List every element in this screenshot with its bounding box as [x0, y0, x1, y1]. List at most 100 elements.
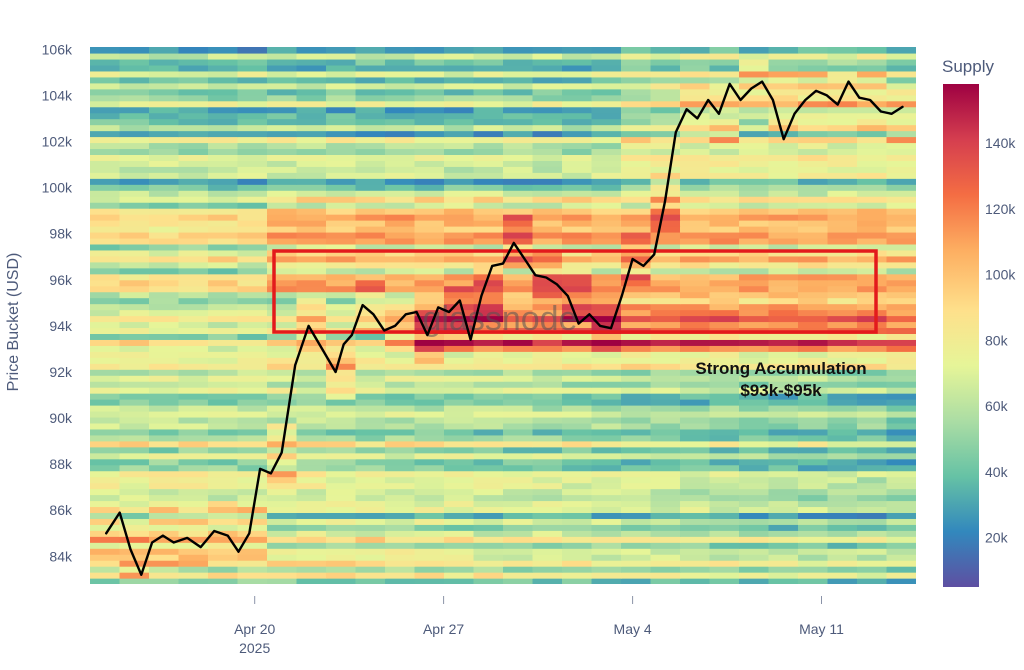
heatmap-cell — [90, 148, 121, 155]
heatmap-cell — [473, 297, 504, 305]
heatmap-cell — [886, 494, 916, 502]
heatmap-cell — [237, 536, 268, 543]
heatmap-cell — [798, 482, 829, 490]
heatmap-cell — [326, 524, 357, 531]
heatmap-cell — [296, 440, 327, 448]
heatmap-cell — [414, 446, 445, 454]
heatmap-cell — [650, 393, 681, 400]
heatmap-cell — [178, 47, 209, 54]
heatmap-cell — [296, 488, 327, 496]
heatmap-cell — [326, 142, 357, 150]
heatmap-cell — [768, 339, 799, 346]
heatmap-cell — [680, 434, 711, 442]
heatmap-cell — [355, 172, 386, 179]
heatmap-cell — [532, 70, 563, 78]
heatmap-cell — [591, 464, 622, 472]
heatmap-cell — [473, 47, 504, 54]
heatmap-cell — [562, 142, 593, 150]
heatmap-cell — [444, 554, 475, 561]
heatmap-cell — [650, 94, 681, 102]
heatmap-cell — [709, 273, 740, 281]
heatmap-cell — [326, 512, 357, 519]
heatmap-cell — [355, 255, 386, 263]
heatmap-cell — [532, 303, 563, 311]
heatmap-cell — [444, 220, 475, 227]
heatmap-cell — [886, 285, 916, 293]
heatmap-cell — [119, 542, 150, 549]
heatmap-cell — [414, 524, 445, 531]
heatmap-cell — [680, 237, 711, 245]
heatmap-cell — [385, 357, 416, 364]
heatmap-cell — [503, 285, 534, 293]
heatmap-cell — [768, 560, 799, 567]
heatmap-cell — [857, 94, 888, 102]
heatmap-cell — [267, 375, 298, 382]
heatmap-cell — [355, 405, 386, 412]
heatmap-cell — [827, 470, 858, 478]
heatmap-cell — [680, 351, 711, 358]
heatmap-cell — [473, 363, 504, 370]
heatmap-cell — [798, 518, 829, 525]
heatmap-cell — [857, 243, 888, 251]
heatmap-cell — [90, 100, 121, 108]
heatmap-cell — [355, 261, 386, 269]
heatmap-cell — [119, 536, 150, 543]
heatmap-cell — [621, 393, 652, 400]
heatmap-cell — [562, 76, 593, 84]
heatmap-cell — [444, 47, 475, 54]
heatmap-cell — [296, 410, 327, 418]
heatmap-cell — [208, 202, 239, 209]
heatmap-cell — [591, 542, 622, 549]
heatmap-cell — [119, 351, 150, 358]
colorbar-tick-label: 60k — [985, 398, 1009, 414]
heatmap-cell — [119, 196, 150, 203]
heatmap-cell — [473, 112, 504, 120]
heatmap-cell — [798, 458, 829, 466]
heatmap-cell — [296, 142, 327, 150]
heatmap-cell — [886, 88, 916, 96]
heatmap-cell — [208, 470, 239, 478]
heatmap-cell — [503, 560, 534, 567]
heatmap-cell — [296, 339, 327, 346]
heatmap-cell — [591, 142, 622, 150]
heatmap-cell — [827, 136, 858, 144]
heatmap-cell — [444, 130, 475, 138]
heatmap-cell — [591, 482, 622, 490]
heatmap-cell — [591, 166, 622, 173]
heatmap-cell — [621, 405, 652, 412]
heatmap-cell — [90, 315, 121, 323]
heatmap-cell — [886, 327, 916, 334]
heatmap-cell — [532, 536, 563, 543]
heatmap-cell — [768, 58, 799, 66]
heatmap-cell — [798, 410, 829, 418]
heatmap-cell — [414, 202, 445, 209]
heatmap-cell — [237, 47, 268, 54]
heatmap-cell — [827, 160, 858, 167]
heatmap-cell — [709, 184, 740, 191]
heatmap-cell — [680, 142, 711, 150]
heatmap-cell — [444, 458, 475, 466]
heatmap-cell — [768, 524, 799, 531]
heatmap-cell — [296, 172, 327, 179]
heatmap-cell — [857, 58, 888, 66]
heatmap-cell — [798, 464, 829, 472]
heatmap-cell — [562, 196, 593, 203]
heatmap-cell — [680, 482, 711, 490]
heatmap-cell — [296, 243, 327, 251]
heatmap-cell — [119, 339, 150, 346]
heatmap-cell — [827, 512, 858, 519]
heatmap-cell — [739, 333, 770, 340]
heatmap-cell — [827, 154, 858, 161]
heatmap-cell — [503, 554, 534, 561]
heatmap-cell — [237, 494, 268, 502]
heatmap-cell — [296, 166, 327, 173]
heatmap-cell — [650, 542, 681, 549]
heatmap-cell — [237, 405, 268, 412]
heatmap-cell — [267, 172, 298, 179]
heatmap-cell — [296, 226, 327, 233]
heatmap-cell — [562, 243, 593, 251]
heatmap-cell — [237, 500, 268, 508]
heatmap-cell — [562, 548, 593, 555]
heatmap-cell — [798, 357, 829, 364]
